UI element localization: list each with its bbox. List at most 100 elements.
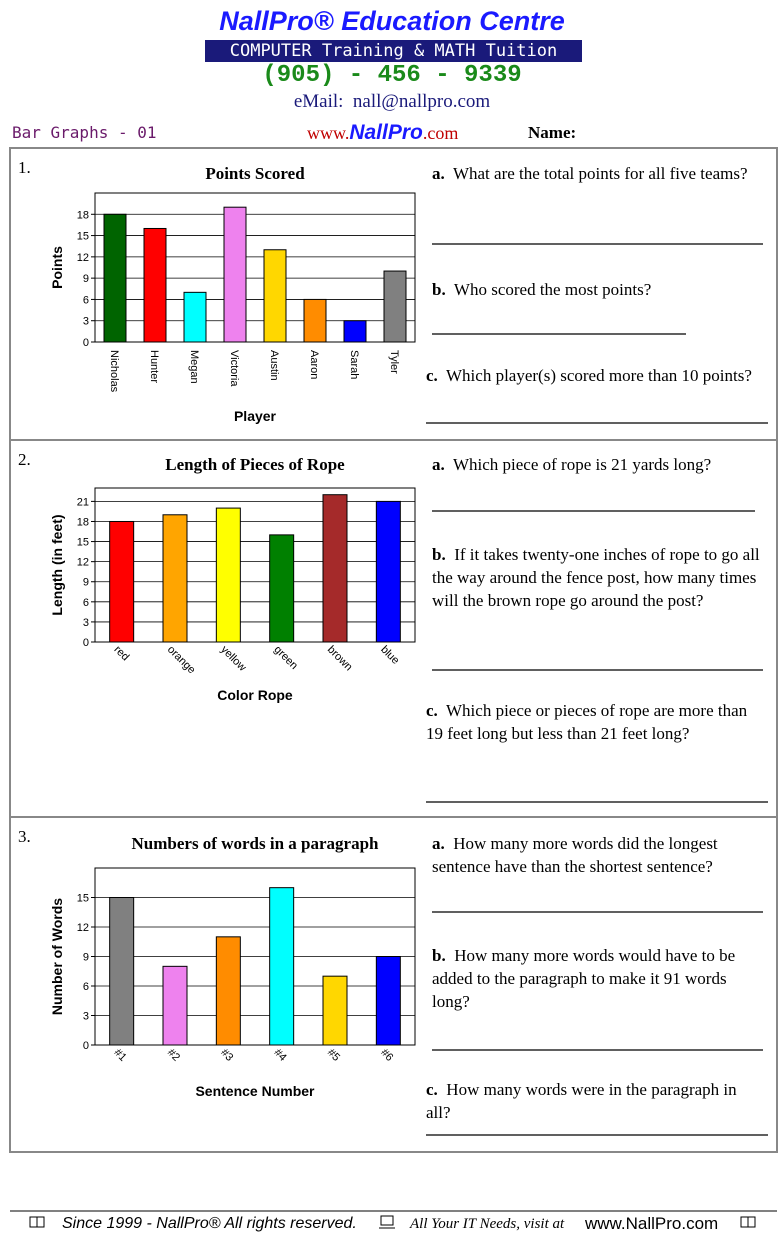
bar: [109, 520, 135, 643]
bar: [162, 514, 188, 643]
question-text: Which piece or pieces of rope are more t…: [426, 701, 748, 743]
plot-frame: [94, 192, 416, 343]
web-prefix: www.: [307, 123, 350, 143]
question: a. What are the total points for all fiv…: [432, 162, 767, 185]
y-tick-label: 6: [83, 294, 89, 306]
bar: [215, 936, 241, 1046]
question: a. Which piece of rope is 21 yards long?: [432, 453, 767, 476]
y-tick-label: 3: [83, 1011, 89, 1023]
bar: [103, 213, 127, 343]
bar: [223, 206, 247, 343]
bar: [215, 507, 241, 643]
answer-lines: [426, 243, 768, 1136]
computer-icon: [380, 1215, 394, 1226]
header-email: eMail: nall@nallpro.com: [293, 91, 491, 112]
question: c. Which player(s) scored more than 10 p…: [426, 364, 761, 387]
y-tick-label: 15: [77, 231, 89, 243]
web-brand: NallPro: [349, 121, 423, 144]
question-letter: a.: [432, 834, 445, 853]
outer-box: [9, 147, 778, 1153]
x-tick-label: Austin: [268, 350, 280, 381]
bar: [162, 965, 188, 1046]
bar: [269, 887, 295, 1046]
y-tick-label: 9: [83, 273, 89, 285]
x-tick-label: green: [272, 644, 300, 672]
question-text: Which player(s) scored more than 10 poin…: [446, 366, 752, 385]
question-text: How many more words would have to be add…: [432, 946, 736, 1011]
worksheet-code: Bar Graphs - 01: [12, 123, 157, 142]
y-tick-label: 6: [83, 981, 89, 993]
bar: [143, 227, 167, 343]
question-text: Who scored the most points?: [453, 280, 652, 299]
question: c. Which piece or pieces of rope are mor…: [426, 699, 761, 745]
bar: [322, 975, 348, 1046]
problem-number: 3.: [18, 827, 31, 846]
x-axis-title: Sentence Number: [195, 1083, 315, 1099]
bar: [183, 291, 207, 343]
y-axis-title: Points: [49, 246, 65, 289]
question: c. How many words were in the paragraph …: [426, 1078, 761, 1124]
problem-number: 2.: [18, 450, 31, 469]
x-tick-label: #5: [325, 1047, 342, 1064]
question: b. How many more words would have to be …: [432, 944, 767, 1013]
y-tick-label: 0: [83, 337, 89, 349]
y-tick-label: 12: [77, 557, 89, 569]
x-tick-label: Tyler: [388, 350, 400, 374]
y-tick-label: 0: [83, 1040, 89, 1052]
x-tick-label: #4: [272, 1047, 289, 1064]
footer-visit: All Your IT Needs, visit at: [410, 1216, 565, 1232]
x-tick-label: #1: [112, 1047, 129, 1064]
question-letter: c.: [426, 701, 438, 720]
chart-title: Points Scored: [205, 164, 305, 183]
plot-frame: [94, 487, 416, 643]
question-letter: c.: [426, 366, 438, 385]
x-tick-label: Megan: [188, 350, 200, 384]
y-tick-label: 12: [77, 922, 89, 934]
problem-number: 1.: [18, 158, 31, 177]
bar: [322, 494, 348, 643]
question-letter: b.: [432, 545, 446, 564]
y-tick-label: 3: [83, 316, 89, 328]
bar: [109, 897, 135, 1046]
x-tick-label: orange: [165, 644, 198, 677]
question-letter: a.: [432, 455, 445, 474]
x-tick-label: Victoria: [228, 350, 240, 387]
web-suffix: .com: [422, 123, 459, 143]
footer-web: www.NallPro.com: [585, 1214, 719, 1233]
y-tick-label: 18: [77, 516, 89, 528]
header-subtitle: COMPUTER Training & MATH Tuition: [205, 40, 582, 62]
y-tick-label: 6: [83, 597, 89, 609]
footer-rights: Since 1999 - NallPro® All rights reserve…: [62, 1215, 357, 1232]
question-text: How many more words did the longest sent…: [432, 834, 718, 876]
bar: [263, 249, 287, 343]
x-tick-label: Aaron: [308, 350, 320, 379]
chart-title: Numbers of words in a paragraph: [132, 834, 380, 853]
y-tick-label: 15: [77, 537, 89, 549]
header-phone: (905) - 456 - 9339: [262, 62, 522, 89]
x-tick-label: #3: [218, 1047, 235, 1064]
y-tick-label: 12: [77, 252, 89, 264]
y-tick-label: 18: [77, 209, 89, 221]
header-title: NallPro® Education Centre: [219, 6, 565, 36]
x-tick-label: blue: [378, 644, 401, 667]
x-tick-label: Hunter: [148, 350, 160, 383]
question: b. If it takes twenty-one inches of rope…: [432, 543, 767, 612]
y-tick-label: 21: [77, 496, 89, 508]
bar: [269, 534, 295, 643]
bar: [303, 298, 327, 343]
x-tick-label: Sarah: [348, 350, 360, 379]
x-tick-label: brown: [325, 644, 355, 674]
y-axis-title: Length (in feet): [49, 514, 65, 615]
bar: [383, 270, 407, 343]
header-web: www.NallPro.com: [307, 121, 458, 145]
bar: [375, 500, 401, 643]
question-text: Which piece of rope is 21 yards long?: [452, 455, 712, 474]
y-tick-label: 3: [83, 617, 89, 629]
x-tick-label: #2: [165, 1047, 182, 1064]
bar: [343, 320, 367, 343]
plot-frame: [94, 867, 416, 1046]
y-tick-label: 9: [83, 952, 89, 964]
question-letter: c.: [426, 1080, 438, 1099]
